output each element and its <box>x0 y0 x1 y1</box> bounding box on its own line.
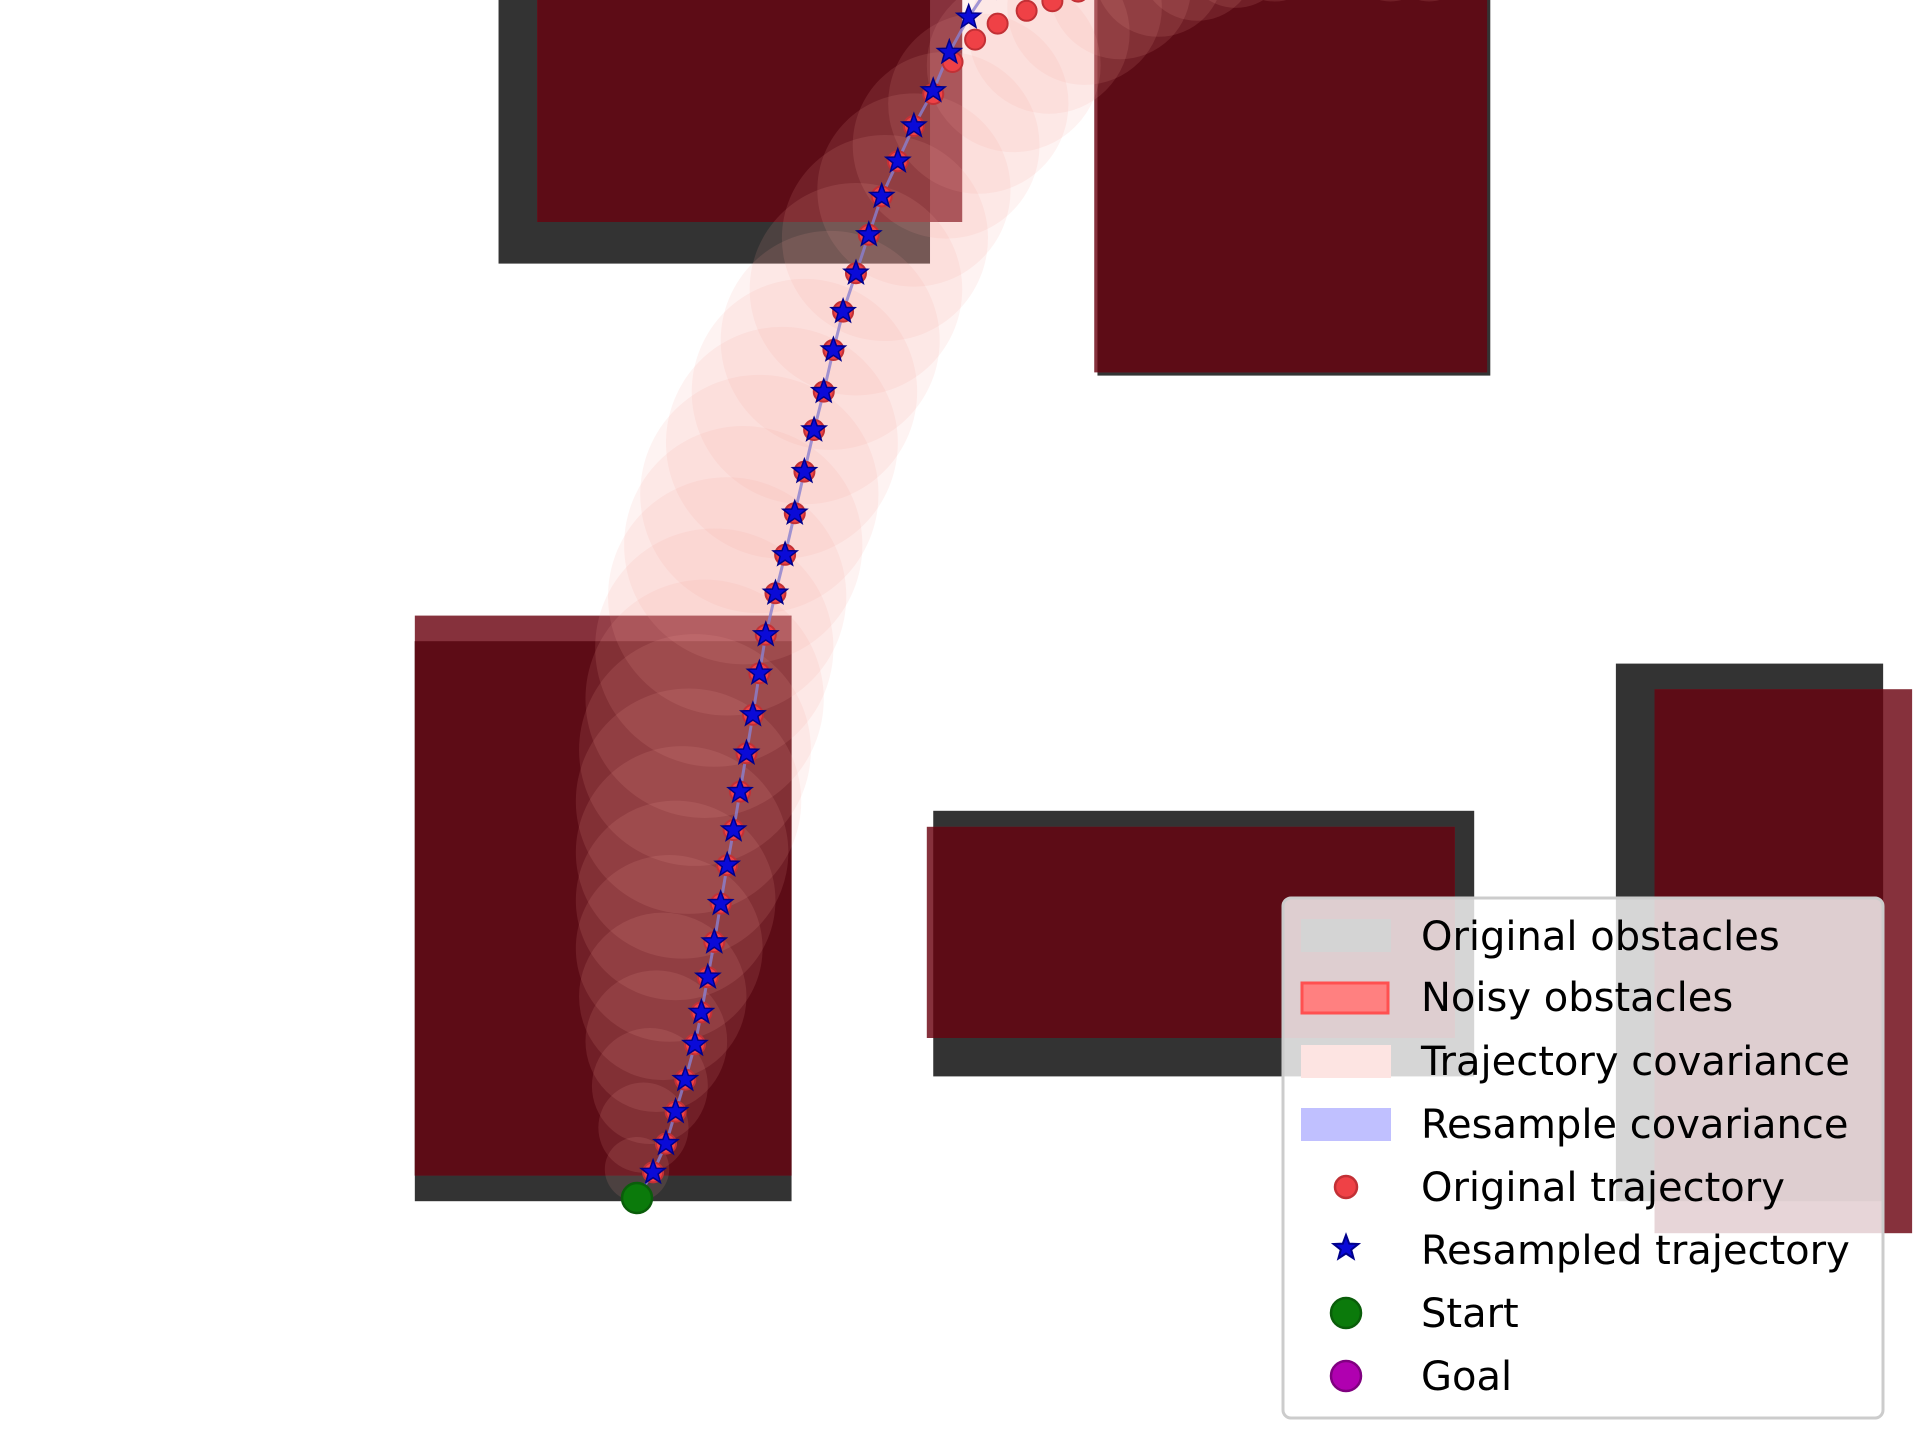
resampled-trajectory-point <box>883 146 912 174</box>
resampled-trajectory-point <box>780 498 809 526</box>
resampled-trajectory-point <box>954 2 983 30</box>
trajectory-covariance-circle <box>691 278 918 505</box>
legend-marker-start <box>1329 1296 1363 1330</box>
original-trajectory-point <box>1041 0 1064 13</box>
trajectory-covariance-circle <box>781 134 988 342</box>
legend-label-resampled-trajectory: Resampled trajectory <box>1421 1228 1850 1274</box>
resampled-trajectory-point <box>829 296 858 324</box>
trajectory-covariance-circle <box>1418 0 1440 2</box>
trajectory-covariance-circle <box>579 912 747 1081</box>
trajectory-covariance-circle <box>1208 0 1264 8</box>
trajectory-covariance-circle <box>604 1137 670 1202</box>
resampled-trajectory-point <box>745 658 774 686</box>
trajectory-covariance-circle <box>1262 0 1287 2</box>
legend-label-original-trajectory: Original trajectory <box>1421 1165 1785 1211</box>
trajectory-covariance-circle <box>665 326 898 559</box>
resampled-trajectory-point <box>899 111 928 138</box>
legend-marker-goal <box>1329 1359 1363 1393</box>
original-trajectory-point <box>986 12 1009 35</box>
resampled-trajectory-point <box>726 776 754 804</box>
resampled-trajectory-point <box>867 181 896 209</box>
resampled-trajectory-point <box>854 220 883 247</box>
legend-marker-original-trajectory <box>1333 1174 1359 1200</box>
trajectory-covariance-circle <box>1050 0 1190 60</box>
trajectory-covariance-circle <box>1100 0 1217 37</box>
legend-label-goal: Goal <box>1421 1354 1512 1400</box>
legend-label-trajectory-covariance: Trajectory covariance <box>1420 1039 1850 1085</box>
resampled-trajectory-point <box>819 335 848 362</box>
trajectory-covariance-circle <box>968 0 1130 114</box>
trajectory-covariance-circle <box>624 426 863 665</box>
resampled-trajectory-line <box>635 0 983 1199</box>
resampled-trajectory-point <box>842 258 870 286</box>
resampled-trajectory-point <box>809 376 838 404</box>
legend-label-noisy-obstacles: Noisy obstacles <box>1421 975 1733 1021</box>
legend-frame <box>1281 896 1885 1420</box>
original-trajectory-point <box>1071 0 1086 3</box>
legend-swatch-trajectory-covariance <box>1301 1045 1391 1078</box>
resampled-trajectory-layer <box>623 0 997 1210</box>
resampled-trajectory-point <box>800 415 829 442</box>
trajectory-covariance-circle <box>608 477 847 716</box>
legend-label-original-obstacles: Original obstacles <box>1421 914 1780 960</box>
endpoints-layer <box>620 1181 654 1215</box>
legend: Original obstacles Noisy obstacles Traje… <box>1281 896 1885 1420</box>
original-trajectory-point <box>964 28 987 51</box>
trajectory-covariance-circle <box>852 51 1040 239</box>
legend-swatch-resample-covariance <box>1301 1108 1391 1141</box>
resampled-trajectory-point <box>687 997 716 1025</box>
legend-marker-resampled-trajectory <box>1330 1232 1362 1261</box>
trajectory-covariance-circle <box>888 13 1069 194</box>
resampled-trajectory-point <box>706 888 735 916</box>
trajectory-covariance-circle <box>1007 0 1162 85</box>
original-trajectory-point <box>1015 0 1038 22</box>
legend-label-start: Start <box>1421 1291 1519 1337</box>
trajectory-covariance-circle <box>1379 0 1402 2</box>
resampled-trajectory-point <box>719 815 748 842</box>
obstacle-overlap <box>1097 0 1488 373</box>
resampled-trajectory-point <box>790 456 819 484</box>
resampled-trajectory-point <box>738 700 767 727</box>
resampled-trajectory-point <box>700 927 729 954</box>
resampled-trajectory-point <box>671 1064 700 1092</box>
resampled-trajectory-point <box>771 540 800 567</box>
resampled-trajectory-point <box>713 850 742 878</box>
trajectory-covariance-circle <box>575 800 776 1001</box>
resampled-trajectory-point <box>732 738 761 766</box>
trajectory-covariance-layer <box>575 0 1440 1202</box>
trajectory-covariance-circle <box>579 634 811 866</box>
legend-swatch-original-obstacles <box>1301 919 1391 952</box>
legend-swatch-noisy-obstacles <box>1300 981 1390 1015</box>
resampled-trajectory-point <box>935 37 964 65</box>
resampled-trajectory-point <box>919 76 948 103</box>
resampled-trajectory-point <box>652 1128 680 1156</box>
trajectory-covariance-circle <box>749 182 963 396</box>
obstacle-overlap <box>537 0 931 222</box>
resampled-trajectory-point <box>681 1029 709 1057</box>
resampled-trajectory-point <box>661 1096 690 1124</box>
legend-label-resample-covariance: Resample covariance <box>1421 1102 1848 1148</box>
resampled-trajectory-point <box>751 620 780 647</box>
start-point <box>620 1181 654 1215</box>
resampled-trajectory-point <box>693 962 722 990</box>
trajectory-covariance-circle <box>1152 0 1242 21</box>
resampled-trajectory-point <box>639 1157 668 1185</box>
resampled-trajectory-point <box>761 578 790 606</box>
trajectory-lines-layer <box>635 0 983 1199</box>
